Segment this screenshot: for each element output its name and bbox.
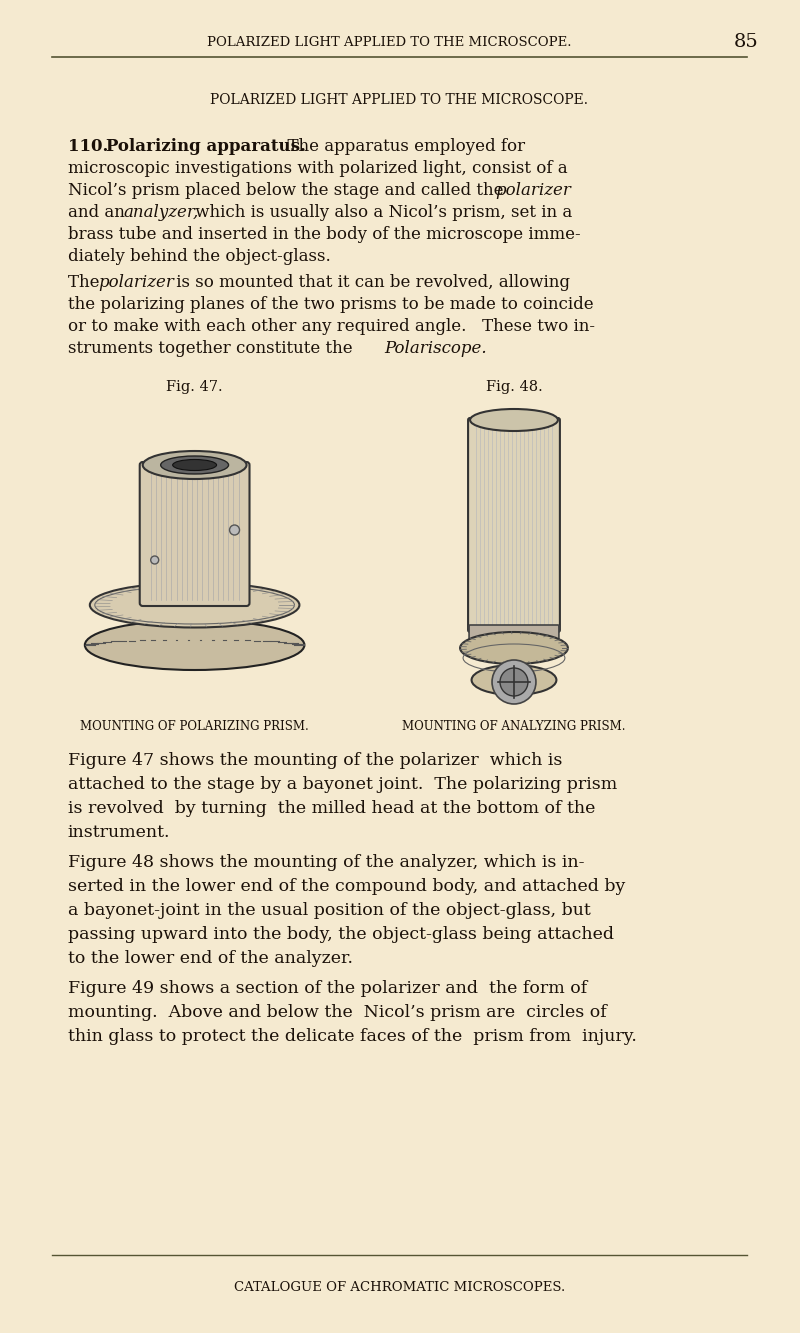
Ellipse shape: [85, 620, 304, 670]
Text: polarizer: polarizer: [495, 183, 571, 199]
Text: to the lower end of the analyzer.: to the lower end of the analyzer.: [68, 950, 353, 966]
Text: is revolved  by turning  the milled head at the bottom of the: is revolved by turning the milled head a…: [68, 800, 595, 817]
Ellipse shape: [470, 409, 558, 431]
Text: Figure 49 shows a section of the polarizer and  the form of: Figure 49 shows a section of the polariz…: [68, 980, 587, 997]
Circle shape: [150, 556, 158, 564]
Text: passing upward into the body, the object-glass being attached: passing upward into the body, the object…: [68, 926, 614, 942]
Ellipse shape: [142, 451, 246, 479]
Text: mounting.  Above and below the  Nicol’s prism are  circles of: mounting. Above and below the Nicol’s pr…: [68, 1004, 606, 1021]
Circle shape: [492, 660, 536, 704]
Text: instrument.: instrument.: [68, 824, 170, 841]
Text: CATALOGUE OF ACHROMATIC MICROSCOPES.: CATALOGUE OF ACHROMATIC MICROSCOPES.: [234, 1281, 565, 1294]
Text: the polarizing planes of the two prisms to be made to coincide: the polarizing planes of the two prisms …: [68, 296, 594, 313]
Text: 110.: 110.: [68, 139, 120, 155]
Text: attached to the stage by a bayonet joint.  The polarizing prism: attached to the stage by a bayonet joint…: [68, 776, 617, 793]
Ellipse shape: [471, 665, 557, 694]
Text: Figure 47 shows the mounting of the polarizer  which is: Figure 47 shows the mounting of the pola…: [68, 752, 562, 769]
Text: Nicol’s prism placed below the stage and called the: Nicol’s prism placed below the stage and…: [68, 183, 509, 199]
Text: Figure 48 shows the mounting of the analyzer, which is in-: Figure 48 shows the mounting of the anal…: [68, 854, 584, 870]
FancyBboxPatch shape: [140, 463, 250, 607]
Text: microscopic investigations with polarized light, consist of a: microscopic investigations with polarize…: [68, 160, 567, 177]
FancyBboxPatch shape: [206, 564, 247, 588]
Ellipse shape: [161, 456, 229, 475]
Circle shape: [230, 525, 239, 535]
Text: which is usually also a Nicol’s prism, set in a: which is usually also a Nicol’s prism, s…: [190, 204, 572, 221]
Text: struments together constitute the: struments together constitute the: [68, 340, 358, 357]
Text: The: The: [68, 275, 105, 291]
Text: MOUNTING OF POLARIZING PRISM.: MOUNTING OF POLARIZING PRISM.: [80, 720, 309, 733]
Text: a bayonet-joint in the usual position of the object-glass, but: a bayonet-joint in the usual position of…: [68, 902, 590, 918]
FancyBboxPatch shape: [468, 419, 560, 632]
Text: and an: and an: [68, 204, 130, 221]
Text: The apparatus employed for: The apparatus employed for: [278, 139, 526, 155]
Ellipse shape: [173, 460, 217, 471]
FancyBboxPatch shape: [469, 625, 559, 643]
Text: polarizer: polarizer: [98, 275, 174, 291]
Text: analyzer,: analyzer,: [124, 204, 199, 221]
Text: POLARIZED LIGHT APPLIED TO THE MICROSCOPE.: POLARIZED LIGHT APPLIED TO THE MICROSCOP…: [207, 36, 571, 48]
Text: or to make with each other any required angle.   These two in-: or to make with each other any required …: [68, 319, 595, 335]
Text: Polariscope.: Polariscope.: [384, 340, 487, 357]
Text: Fig. 47.: Fig. 47.: [166, 380, 223, 395]
Text: Polarizing apparatus.: Polarizing apparatus.: [106, 139, 306, 155]
Text: is so mounted that it can be revolved, allowing: is so mounted that it can be revolved, a…: [170, 275, 570, 291]
Ellipse shape: [90, 583, 299, 628]
Text: serted in the lower end of the compound body, and attached by: serted in the lower end of the compound …: [68, 878, 626, 894]
FancyBboxPatch shape: [142, 564, 184, 588]
Text: Fig. 48.: Fig. 48.: [486, 380, 542, 395]
Text: 85: 85: [734, 33, 759, 51]
Text: MOUNTING OF ANALYZING PRISM.: MOUNTING OF ANALYZING PRISM.: [402, 720, 626, 733]
Text: brass tube and inserted in the body of the microscope imme-: brass tube and inserted in the body of t…: [68, 227, 581, 243]
Text: diately behind the object-glass.: diately behind the object-glass.: [68, 248, 330, 265]
Text: thin glass to protect the delicate faces of the  prism from  injury.: thin glass to protect the delicate faces…: [68, 1028, 637, 1045]
Text: POLARIZED LIGHT APPLIED TO THE MICROSCOPE.: POLARIZED LIGHT APPLIED TO THE MICROSCOP…: [210, 93, 588, 107]
Ellipse shape: [460, 632, 568, 664]
Circle shape: [500, 668, 528, 696]
